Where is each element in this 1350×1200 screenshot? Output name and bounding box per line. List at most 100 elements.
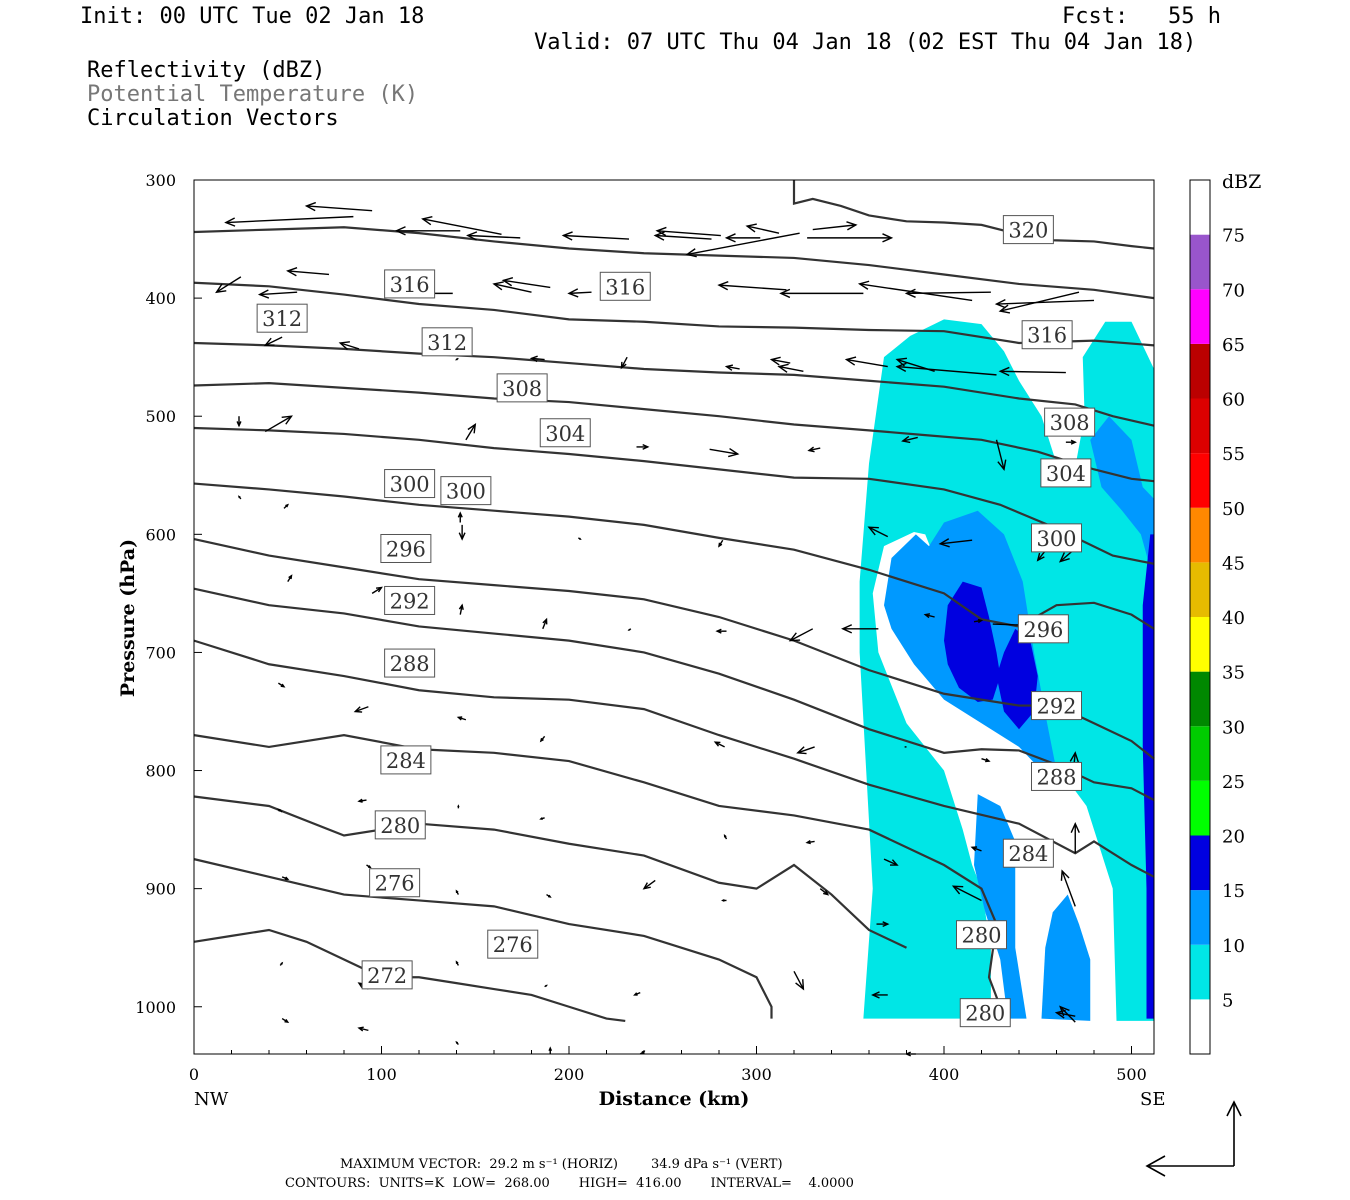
reflectivity-region: [1090, 416, 1154, 582]
circulation-vector: [655, 226, 721, 237]
theta-contour: [193, 733, 1002, 1008]
circulation-vector: [281, 1017, 290, 1024]
colorbar-label: 65: [1222, 335, 1245, 356]
plot-frame: [193, 179, 1155, 1055]
theta-label: 280: [956, 920, 1007, 950]
theta-label: 300: [384, 469, 436, 499]
circulation-vector: [981, 757, 991, 763]
colorbar-swatch: [1190, 562, 1210, 617]
svg-text:308: 308: [1050, 411, 1090, 435]
svg-text:312: 312: [427, 331, 467, 355]
circulation-vector: [883, 858, 899, 866]
colorbar-swatch: [1190, 398, 1210, 454]
svg-text:300: 300: [446, 480, 486, 504]
theta-label: 296: [1017, 614, 1069, 644]
colorbar-label: 45: [1222, 553, 1245, 574]
circulation-vector: [371, 586, 383, 594]
circulation-vector: [257, 289, 298, 299]
svg-text:276: 276: [493, 933, 533, 957]
colorbar-label: 50: [1222, 499, 1245, 520]
circulation-vector: [994, 299, 1095, 309]
circulation-vector: [871, 991, 888, 999]
theta-label: 304: [1040, 458, 1092, 488]
theta-label: 312: [421, 327, 473, 357]
circulation-vector: [923, 613, 935, 619]
circulation-vector: [281, 876, 290, 880]
colorbar-swatch: [1190, 671, 1210, 727]
colorbar-swatch: [1190, 343, 1210, 399]
circulation-vector: [1070, 821, 1080, 854]
colorbar-label: 35: [1222, 663, 1245, 684]
circulation-vector: [1065, 439, 1077, 445]
circulation-vector: [455, 357, 459, 361]
circulation-vector: [709, 447, 740, 458]
circulation-vector: [812, 221, 858, 231]
theta-label: 288: [1031, 761, 1082, 791]
circulation-vector: [457, 511, 463, 523]
svg-text:308: 308: [502, 377, 542, 401]
theta-label: 276: [487, 929, 539, 959]
y-axis-label: Pressure (hPa): [117, 539, 139, 697]
circulation-vector: [724, 233, 761, 243]
circulation-vector: [276, 808, 283, 813]
colorbar-label: 30: [1222, 717, 1245, 738]
circulation-vector: [546, 893, 552, 898]
circulation-vector: [713, 741, 725, 748]
theta-label: 272: [361, 960, 413, 990]
field-circulation-vectors: Circulation Vectors: [87, 106, 339, 131]
circulation-vector: [793, 970, 805, 991]
colorbar-swatch: [1190, 890, 1210, 945]
colorbar-swatch: [1190, 999, 1210, 1054]
colorbar-label: 75: [1222, 226, 1245, 247]
circulation-vector: [895, 362, 997, 376]
circulation-vector: [779, 288, 864, 299]
circulation-vector: [973, 618, 984, 624]
y-tick-label: 800: [145, 762, 176, 781]
circulation-vector: [998, 366, 1066, 377]
theta-label: 316: [1021, 320, 1073, 350]
theta-label: 292: [384, 585, 436, 615]
axes-layer: 0 100 200 300 400 500 300 400 500 600 700 800 900 100…: [135, 171, 1146, 1084]
circulation-vector: [304, 201, 373, 212]
svg-text:288: 288: [390, 652, 430, 676]
circulation-vector: [717, 281, 787, 291]
theta-label: 308: [496, 373, 548, 403]
colorbar-label: 15: [1222, 881, 1245, 902]
circulation-vector: [777, 363, 804, 373]
y-tick-label: 600: [145, 525, 176, 544]
theta-contour: [193, 482, 1155, 630]
theta-label: 312: [256, 303, 308, 333]
circulation-vector: [642, 879, 656, 890]
circulation-vector: [455, 1040, 459, 1045]
reflectivity-fill-layer: [859, 319, 1154, 1021]
circulation-vector: [788, 628, 814, 642]
svg-text:284: 284: [1008, 842, 1048, 866]
theta-contour: [193, 341, 1155, 427]
circulation-vector: [724, 364, 740, 371]
circulation-vector: [353, 706, 369, 713]
theta-label: 280: [959, 998, 1011, 1028]
svg-text:316: 316: [1027, 324, 1067, 348]
max-vector-note: MAXIMUM VECTOR: 29.2 m s⁻¹ (HORIZ) 34.9 …: [340, 1157, 783, 1172]
theta-contour: [193, 858, 773, 1019]
x-tick-label: 400: [929, 1065, 960, 1084]
x-axis-label: Distance (km): [599, 1088, 750, 1110]
reflectivity-region: [1041, 894, 1091, 1021]
svg-text:296: 296: [1023, 618, 1063, 642]
circulation-vector: [287, 574, 293, 582]
y-tick-label: 700: [145, 643, 176, 662]
circulation-vector: [283, 503, 289, 509]
circulation-vector: [970, 846, 982, 852]
x-tick-label: 200: [554, 1065, 585, 1084]
colorbar-label: 55: [1222, 444, 1245, 465]
y-tick-label: 1000: [135, 998, 176, 1017]
circulation-vector: [237, 495, 242, 500]
svg-text:280: 280: [965, 1002, 1005, 1026]
theta-label: 308: [1044, 407, 1096, 437]
circulation-vector: [578, 537, 582, 540]
svg-text:312: 312: [262, 307, 302, 331]
colorbar-swatch: [1190, 180, 1210, 235]
y-tick-label: 300: [145, 171, 176, 190]
x-tick-label: 500: [1116, 1065, 1147, 1084]
